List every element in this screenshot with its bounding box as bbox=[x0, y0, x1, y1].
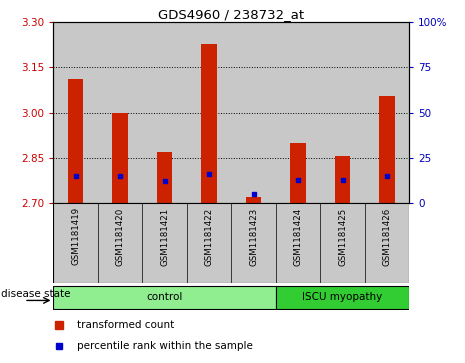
Text: transformed count: transformed count bbox=[77, 321, 174, 330]
Bar bbox=[142, 203, 187, 283]
Text: GSM1181424: GSM1181424 bbox=[293, 207, 303, 265]
Bar bbox=[98, 203, 142, 283]
Text: GSM1181422: GSM1181422 bbox=[205, 207, 213, 265]
Bar bbox=[68, 79, 84, 203]
Bar bbox=[379, 96, 395, 203]
Bar bbox=[276, 286, 409, 309]
Text: ISCU myopathy: ISCU myopathy bbox=[302, 292, 383, 302]
Bar bbox=[53, 203, 98, 283]
Bar bbox=[276, 22, 320, 203]
Text: GSM1181426: GSM1181426 bbox=[383, 207, 392, 265]
Bar bbox=[187, 22, 231, 203]
Text: percentile rank within the sample: percentile rank within the sample bbox=[77, 341, 253, 351]
Bar bbox=[53, 22, 98, 203]
Bar bbox=[232, 203, 276, 283]
Bar bbox=[320, 203, 365, 283]
Bar bbox=[290, 143, 306, 203]
Bar bbox=[98, 22, 142, 203]
Bar bbox=[53, 286, 276, 309]
Title: GDS4960 / 238732_at: GDS4960 / 238732_at bbox=[158, 8, 305, 21]
Bar bbox=[113, 113, 128, 203]
Bar bbox=[187, 203, 232, 283]
Bar bbox=[201, 44, 217, 203]
Text: disease state: disease state bbox=[1, 289, 71, 299]
Bar bbox=[365, 22, 409, 203]
Text: GSM1181420: GSM1181420 bbox=[116, 207, 125, 265]
Bar bbox=[276, 203, 320, 283]
Bar bbox=[142, 22, 187, 203]
Text: GSM1181425: GSM1181425 bbox=[338, 207, 347, 265]
Bar bbox=[231, 22, 276, 203]
Text: GSM1181423: GSM1181423 bbox=[249, 207, 258, 265]
Bar bbox=[320, 22, 365, 203]
Bar bbox=[365, 203, 409, 283]
Bar bbox=[246, 197, 261, 203]
Bar bbox=[157, 152, 173, 203]
Text: control: control bbox=[146, 292, 183, 302]
Text: GSM1181421: GSM1181421 bbox=[160, 207, 169, 265]
Bar bbox=[335, 156, 350, 203]
Text: GSM1181419: GSM1181419 bbox=[71, 207, 80, 265]
